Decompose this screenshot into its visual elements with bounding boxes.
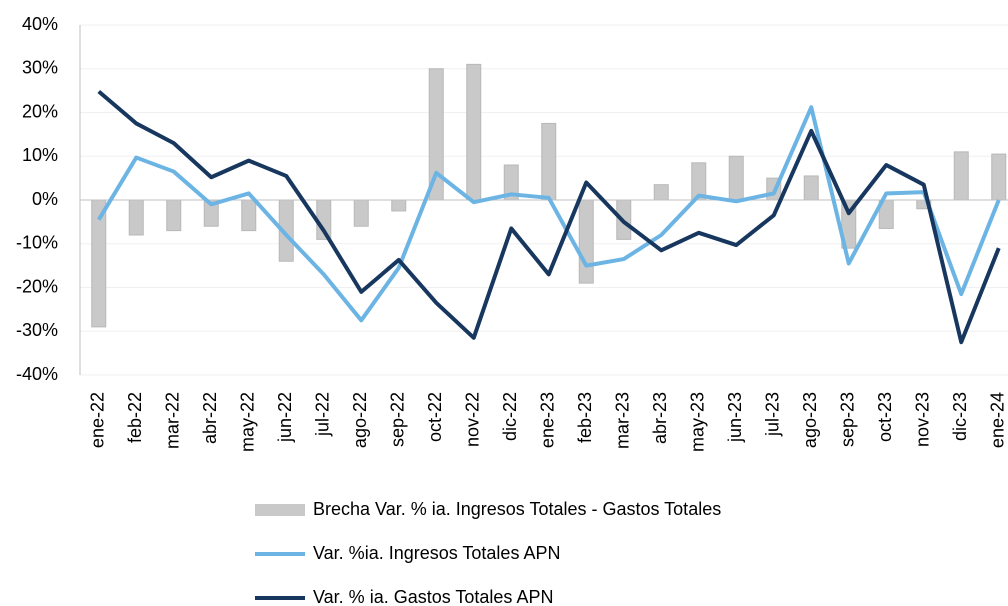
legend-label: Var. % ia. Gastos Totales APN (313, 587, 553, 606)
x-tick-label: may-22 (238, 392, 258, 452)
x-tick-label: may-23 (688, 392, 708, 452)
x-tick-label: jun-22 (275, 392, 295, 443)
y-tick-label: 30% (22, 58, 58, 78)
x-tick-label: mar-22 (163, 392, 183, 449)
x-tick-label: dic-23 (950, 392, 970, 441)
x-tick-label: ene-24 (988, 392, 1008, 448)
x-tick-label: nov-23 (913, 392, 933, 447)
x-tick-label: jun-23 (725, 392, 745, 443)
x-tick-label: oct-23 (875, 392, 895, 442)
x-tick-label: jul-22 (313, 392, 333, 437)
bar (241, 199, 257, 232)
legend-label: Brecha Var. % ia. Ingresos Totales - Gas… (313, 499, 721, 519)
y-tick-label: 20% (22, 101, 58, 121)
y-tick-label: -20% (16, 276, 58, 296)
y-tick-label: 0% (32, 189, 58, 209)
bar (466, 63, 482, 201)
x-tick-label: dic-22 (500, 392, 520, 441)
y-tick-label: -10% (16, 233, 58, 253)
bar (578, 199, 594, 284)
bar (728, 155, 744, 201)
x-tick-label: nov-22 (463, 392, 483, 447)
y-tick-label: 10% (22, 145, 58, 165)
bar (803, 175, 819, 201)
x-tick-label: sep-23 (838, 392, 858, 447)
bar (953, 151, 969, 201)
legend-swatch (255, 504, 305, 516)
bar (166, 199, 182, 232)
bar (128, 199, 144, 236)
line (97, 89, 1001, 345)
bar (541, 122, 557, 201)
x-tick-label: abr-22 (200, 392, 220, 444)
x-tick-label: ago-23 (800, 392, 820, 448)
x-tick-label: ene-23 (538, 392, 558, 448)
x-tick-label: oct-22 (425, 392, 445, 442)
legend-label: Var. %ia. Ingresos Totales APN (313, 543, 560, 563)
bar (653, 184, 669, 201)
x-tick-label: jul-23 (763, 392, 783, 437)
bar (391, 199, 407, 212)
bar (353, 199, 369, 227)
x-tick-label: feb-22 (125, 392, 145, 443)
x-tick-label: ene-22 (88, 392, 108, 448)
x-tick-label: feb-23 (575, 392, 595, 443)
y-tick-label: -40% (16, 364, 58, 384)
y-tick-label: -30% (16, 320, 58, 340)
x-tick-label: mar-23 (613, 392, 633, 449)
y-tick-label: 40% (22, 14, 58, 34)
line (97, 105, 1001, 323)
x-tick-label: sep-22 (388, 392, 408, 447)
bar (991, 153, 1007, 201)
x-tick-label: ago-22 (350, 392, 370, 448)
x-tick-label: abr-23 (650, 392, 670, 444)
